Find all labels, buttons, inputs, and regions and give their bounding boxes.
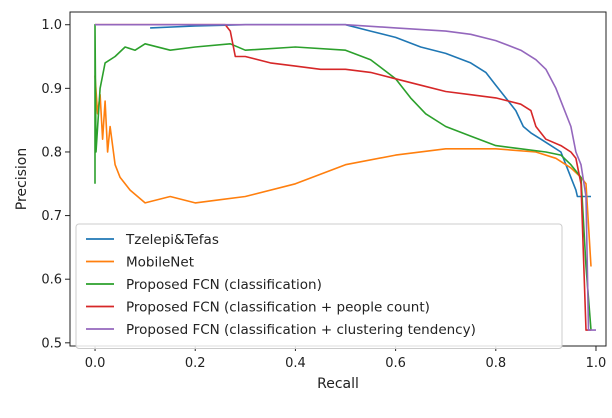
series-line-3 (94, 23, 592, 331)
legend: Tzelepi&Tefas MobileNet Proposed FCN (clas… (75, 223, 563, 349)
legend-label: Proposed FCN (classification + clusterin… (126, 322, 476, 338)
x-tick-label: 0.2 (185, 356, 206, 371)
series-layer (94, 23, 596, 331)
y-tick-label: 0.7 (41, 209, 62, 224)
series-line-5 (95, 23, 596, 331)
y-axis-ticks: 0.5 0.6 0.7 0.8 0.9 1.0 (41, 18, 70, 351)
legend-label: Tzelepi&Tefas (125, 232, 219, 248)
y-tick-label: 0.8 (41, 145, 62, 160)
legend-label: Proposed FCN (classification + people co… (126, 300, 430, 316)
y-axis-label: Precision (14, 148, 30, 210)
y-tick-label: 0.9 (41, 82, 62, 97)
legend-label: Proposed FCN (classification) (126, 277, 322, 293)
y-tick-label: 0.6 (41, 273, 62, 288)
x-tick-label: 1.0 (586, 356, 607, 371)
x-tick-label: 0.6 (385, 356, 406, 371)
x-axis-label: Recall (317, 376, 359, 392)
y-tick-label: 1.0 (41, 18, 62, 33)
legend-box (75, 223, 563, 349)
x-tick-label: 0.8 (485, 356, 506, 371)
series-line-1 (150, 23, 591, 198)
series-line-4 (95, 23, 591, 331)
y-tick-label: 0.5 (41, 336, 62, 351)
legend-label: MobileNet (126, 255, 194, 271)
x-tick-label: 0.0 (85, 356, 106, 371)
series-line-2 (94, 75, 592, 267)
x-tick-label: 0.4 (285, 356, 306, 371)
